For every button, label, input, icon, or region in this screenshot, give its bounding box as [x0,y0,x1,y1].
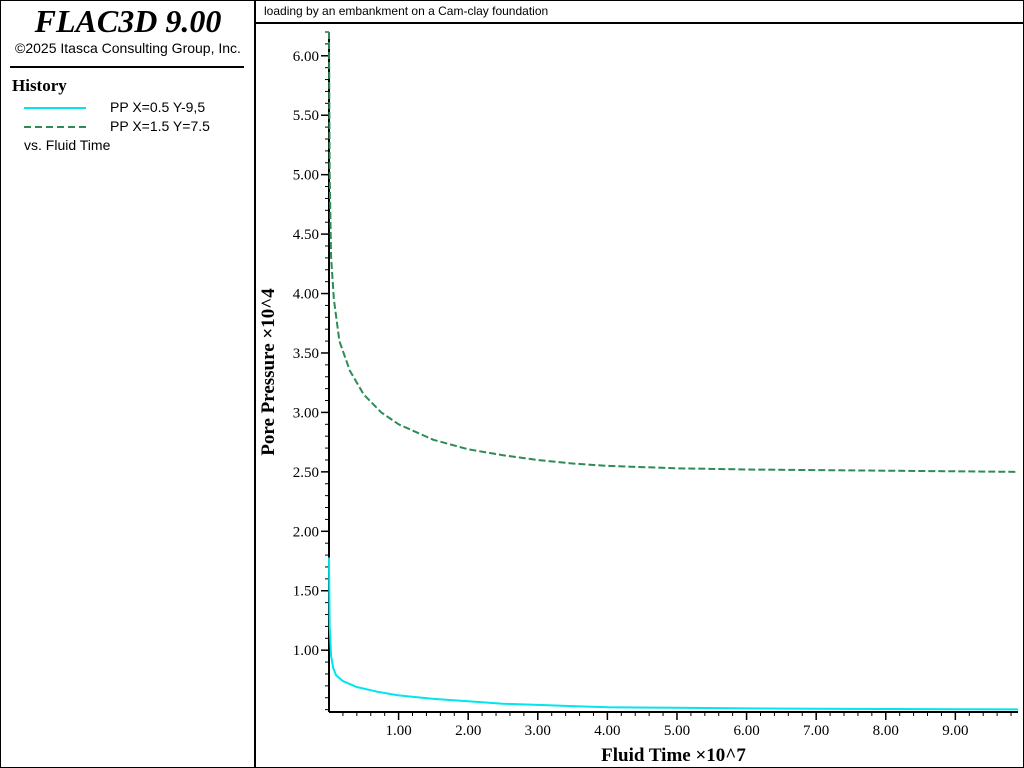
y-tick-label: 1.00 [293,643,319,659]
plot-title: loading by an embankment on a Cam-clay f… [264,4,549,18]
plot-header: loading by an embankment on a Cam-clay f… [256,0,1024,24]
x-tick-label: 2.00 [455,723,481,739]
series-line-2 [328,31,1019,473]
x-tick-label: 4.00 [594,723,620,739]
y-tick-label: 6.00 [293,49,319,65]
series-line-1 [328,557,1019,711]
legend-panel: FLAC3D 9.00 ©2025 Itasca Consulting Grou… [0,0,256,768]
x-tick-label: 8.00 [873,723,899,739]
copyright-text: ©2025 Itasca Consulting Group, Inc. [15,40,241,56]
y-tick-label: 4.50 [293,227,319,243]
x-tick-label: 1.00 [385,723,411,739]
x-tick-label: 9.00 [942,723,968,739]
y-tick-label: 2.50 [293,465,319,481]
x-tick-label: 5.00 [664,723,690,739]
x-tick-label: 7.00 [803,723,829,739]
y-axis-title: Pore Pressure ×10^4 [258,288,279,456]
app-title: FLAC3D 9.00 [34,3,222,39]
legend-x-axis-note: vs. Fluid Time [24,137,111,153]
y-tick-label: 2.00 [293,524,319,540]
panel-divider [10,66,244,68]
y-tick-label: 4.00 [293,287,319,303]
pore-pressure-chart: 1.00 1.50 2.00 2.50 3.00 3.50 4.00 4.50 5.00 5.50… [258,31,1019,766]
legend-heading: History [12,76,67,95]
legend-label: PP X=0.5 Y-9,5 [110,99,206,115]
y-tick-label: 3.00 [293,405,319,421]
y-tick-label: 3.50 [293,346,319,362]
y-tick-label: 5.50 [293,108,319,124]
legend-swatch-dashed [24,126,86,128]
x-axis-title: Fluid Time ×10^7 [601,745,746,766]
legend-label: PP X=1.5 Y=7.5 [110,118,210,134]
x-tick-label: 6.00 [733,723,759,739]
y-tick-label: 1.50 [293,584,319,600]
legend-swatch-solid [24,107,86,109]
x-tick-label: 3.00 [525,723,551,739]
y-tick-label: 5.00 [293,168,319,184]
